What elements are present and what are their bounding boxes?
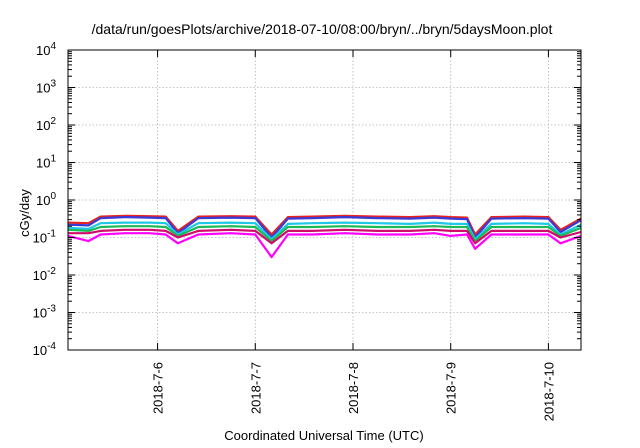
y-tick-label: 10-4 xyxy=(33,341,57,358)
y-tick-label: 10-3 xyxy=(33,304,57,321)
series-line-1 xyxy=(67,214,582,236)
x-tick-label: 2018-7-7 xyxy=(248,362,263,414)
series-line-5 xyxy=(68,228,582,245)
series-layer xyxy=(67,214,582,259)
y-tick-label: 103 xyxy=(36,79,56,96)
x-tick-label: 2018-7-9 xyxy=(444,362,459,414)
x-tick-label: 2018-7-10 xyxy=(541,362,556,421)
series-line-3 xyxy=(67,221,582,241)
y-tick-label: 10-1 xyxy=(33,229,57,246)
series-line-2 xyxy=(67,216,582,239)
x-tick-label: 2018-7-8 xyxy=(346,362,361,414)
ticks: 10-4 10-3 10-2 10-1 100 101 102 103 104 2018-7-6 2… xyxy=(33,41,581,421)
x-tick-label: 2018-7-6 xyxy=(151,362,166,414)
y-tick-label: 102 xyxy=(36,116,56,133)
y-tick-label: 100 xyxy=(36,191,56,208)
y-tick-label: 10-2 xyxy=(33,266,57,283)
y-axis-label: cGy/day xyxy=(17,189,32,237)
y-tick-label: 104 xyxy=(36,41,56,58)
series-line-6 xyxy=(67,232,582,259)
chart-title: /data/run/goesPlots/archive/2018-07-10/0… xyxy=(92,21,553,37)
series-line-4 xyxy=(67,225,582,243)
y-tick-label: 101 xyxy=(36,154,56,171)
grid xyxy=(68,50,581,350)
x-axis-label: Coordinated Universal Time (UTC) xyxy=(224,428,423,443)
